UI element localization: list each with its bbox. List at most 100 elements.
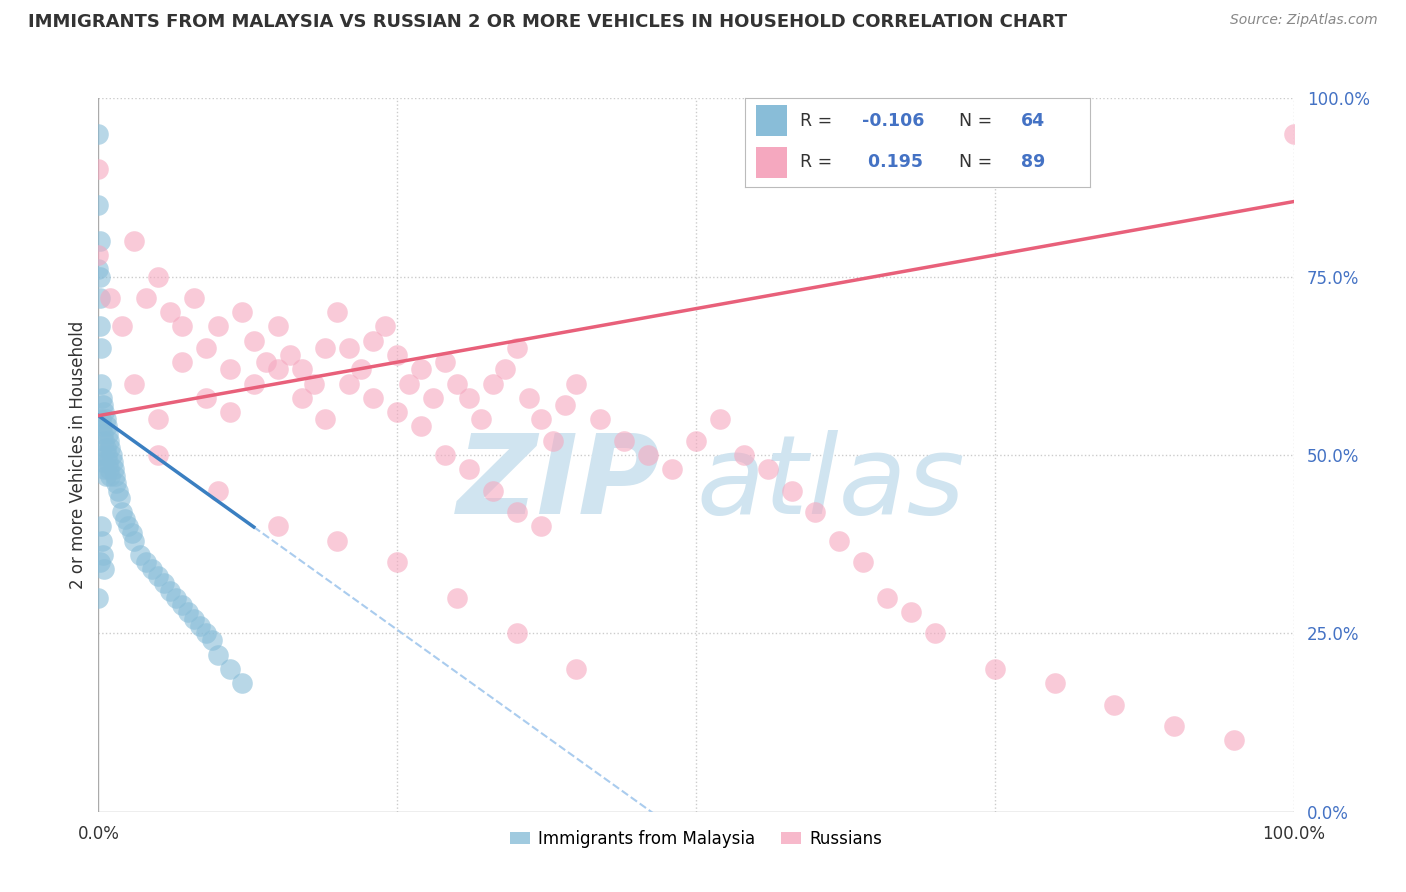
Y-axis label: 2 or more Vehicles in Household: 2 or more Vehicles in Household [69, 321, 87, 589]
Point [267, 362, 290, 376]
Point [411, 362, 433, 376]
Point [124, 533, 146, 548]
Point [90, 376, 112, 391]
Point [506, 505, 529, 519]
Point [87, 262, 110, 277]
Point [231, 676, 253, 690]
Point [291, 391, 314, 405]
Point [506, 341, 529, 355]
Point [315, 412, 337, 426]
Point [565, 376, 588, 391]
Point [433, 355, 456, 369]
Text: R =: R = [800, 153, 832, 171]
Point [148, 269, 170, 284]
Point [709, 412, 731, 426]
Point [87, 248, 110, 262]
Point [876, 591, 898, 605]
Point [326, 533, 349, 548]
Point [589, 412, 612, 426]
Point [98, 462, 121, 476]
Text: Source: ZipAtlas.com: Source: ZipAtlas.com [1230, 13, 1378, 28]
Point [363, 391, 385, 405]
Point [374, 319, 396, 334]
Text: ZIP: ZIP [457, 430, 661, 537]
Point [148, 448, 170, 462]
Point [302, 376, 325, 391]
Point [243, 334, 266, 348]
Point [135, 555, 157, 569]
Point [89, 269, 111, 284]
FancyBboxPatch shape [755, 105, 786, 136]
Point [541, 434, 564, 448]
Point [267, 319, 290, 334]
Point [111, 319, 134, 334]
Point [91, 391, 114, 405]
Point [121, 526, 143, 541]
Point [183, 291, 205, 305]
Text: IMMIGRANTS FROM MALAYSIA VS RUSSIAN 2 OR MORE VEHICLES IN HOUSEHOLD CORRELATION : IMMIGRANTS FROM MALAYSIA VS RUSSIAN 2 OR… [28, 13, 1067, 31]
Point [98, 434, 121, 448]
Point [219, 662, 242, 676]
Point [91, 455, 114, 469]
Point [98, 469, 122, 483]
Point [148, 412, 170, 426]
Point [104, 469, 127, 483]
Point [385, 348, 409, 362]
Point [529, 519, 551, 533]
Point [87, 127, 110, 141]
Text: N =: N = [959, 112, 993, 130]
Point [315, 341, 337, 355]
Point [231, 305, 253, 319]
Point [506, 626, 529, 640]
Point [207, 648, 229, 662]
Text: -0.106: -0.106 [862, 112, 925, 130]
Point [89, 234, 111, 248]
Point [339, 341, 360, 355]
Point [148, 569, 170, 583]
Point [183, 612, 205, 626]
Point [385, 555, 409, 569]
Point [458, 462, 481, 476]
Point [828, 533, 851, 548]
Point [194, 341, 218, 355]
Point [554, 398, 576, 412]
Point [433, 448, 456, 462]
Point [219, 405, 242, 419]
Point [94, 412, 117, 426]
Point [852, 555, 875, 569]
Point [89, 291, 111, 305]
Point [90, 412, 112, 426]
Point [207, 483, 229, 498]
Point [565, 662, 588, 676]
Point [87, 198, 110, 212]
Point [90, 341, 112, 355]
Point [89, 319, 111, 334]
Point [243, 376, 266, 391]
Point [93, 434, 115, 448]
Point [117, 519, 139, 533]
Point [111, 505, 134, 519]
FancyBboxPatch shape [755, 147, 786, 178]
Point [93, 562, 115, 576]
Point [135, 291, 157, 305]
Point [984, 662, 1007, 676]
Point [194, 391, 218, 405]
Point [91, 426, 114, 441]
Point [87, 162, 110, 177]
Point [172, 319, 194, 334]
Point [98, 291, 122, 305]
Point [363, 334, 385, 348]
Point [105, 476, 128, 491]
Point [924, 626, 946, 640]
Point [254, 355, 277, 369]
Point [124, 376, 146, 391]
Point [733, 448, 755, 462]
Point [1102, 698, 1125, 712]
Point [108, 491, 131, 505]
Point [613, 434, 636, 448]
Point [756, 462, 779, 476]
Point [470, 412, 492, 426]
Point [172, 355, 194, 369]
Point [1163, 719, 1185, 733]
Point [188, 619, 211, 633]
